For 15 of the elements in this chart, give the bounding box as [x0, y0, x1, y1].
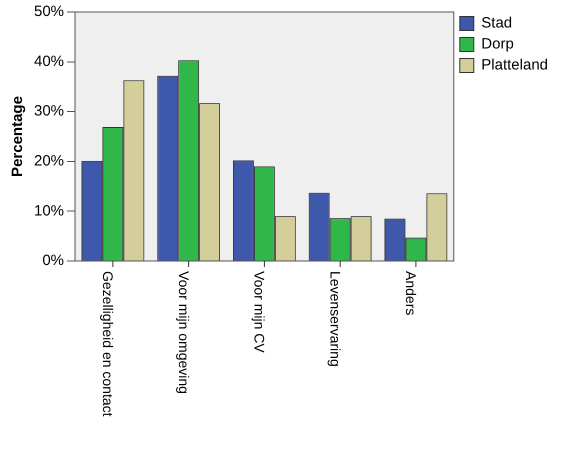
- y-tick-label: 50%: [34, 3, 64, 20]
- y-tick-label: 10%: [34, 202, 64, 220]
- x-tick-label: Levenservaring: [327, 271, 344, 367]
- x-tick-label: Anders: [403, 271, 420, 316]
- x-tick-label: Gezelligheid en contact: [100, 271, 116, 417]
- legend-label: Dorp: [481, 36, 514, 53]
- y-tick-label: 20%: [34, 152, 64, 170]
- x-tick-label: Voor mijn CV: [252, 271, 268, 354]
- y-tick-label: 30%: [34, 102, 64, 120]
- legend-label: Platteland: [481, 56, 548, 74]
- y-tick-label: 0%: [42, 252, 64, 270]
- legend-label: Stad: [481, 14, 512, 32]
- y-axis-title: Percentage: [9, 96, 26, 177]
- x-tick-label: Voor mijn omgeving: [176, 271, 192, 394]
- y-tick-label: 40%: [34, 52, 64, 70]
